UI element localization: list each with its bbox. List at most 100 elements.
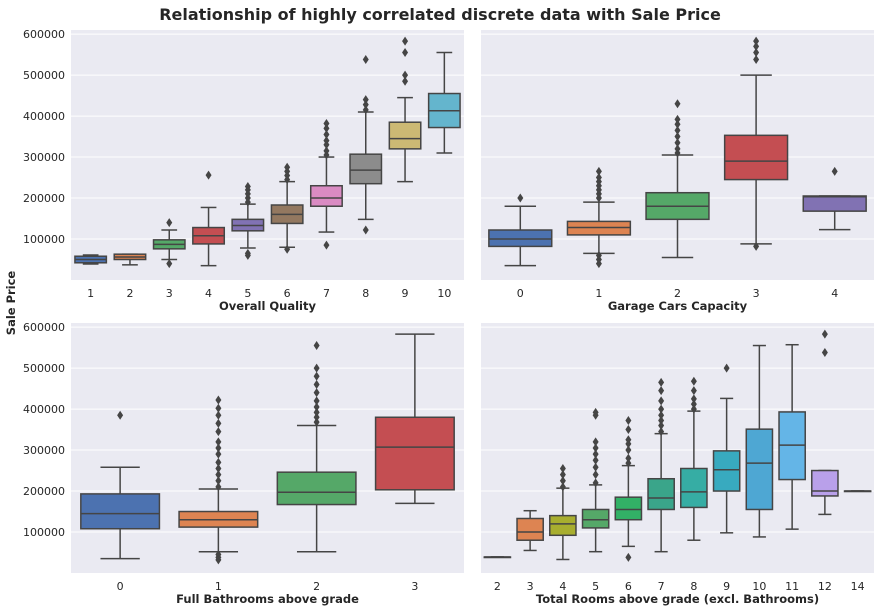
outlier-point bbox=[658, 420, 665, 430]
chart-panel-full-bathrooms: 100000 200000 300000 400000 500000 600000 0 1 2 3… bbox=[23, 321, 464, 606]
outlier-point bbox=[658, 404, 665, 414]
outlier-point bbox=[625, 552, 632, 562]
chart-panel-overall-quality: 100000 200000 300000 400000 500000 600000 1 2 3 4… bbox=[23, 28, 464, 313]
x-tick-label: 6 bbox=[625, 580, 632, 593]
outlier-point bbox=[658, 416, 665, 426]
box-body bbox=[388, 121, 422, 150]
x-tick-label: 14 bbox=[851, 580, 865, 593]
outlier-point bbox=[674, 119, 681, 129]
box-11 bbox=[778, 343, 806, 530]
box-6 bbox=[614, 416, 643, 562]
x-tick-label: 3 bbox=[411, 580, 418, 593]
outlier-point bbox=[323, 130, 330, 140]
y-tick-label: 500000 bbox=[23, 69, 65, 82]
outlier-point bbox=[215, 463, 222, 473]
y-tick-label: 100000 bbox=[23, 233, 65, 246]
outlier-point bbox=[244, 248, 251, 258]
box-body bbox=[712, 450, 741, 492]
x-tick-label: 7 bbox=[658, 580, 665, 593]
box-7 bbox=[309, 118, 343, 250]
outlier-point bbox=[559, 482, 566, 492]
outlier-point bbox=[362, 225, 369, 235]
outlier-point bbox=[690, 386, 697, 396]
outlier-point bbox=[753, 48, 760, 58]
outlier-point bbox=[215, 427, 222, 437]
box-body bbox=[581, 508, 610, 529]
box-14 bbox=[843, 490, 872, 493]
box-body bbox=[80, 493, 161, 530]
x-axis-label: Garage Cars Capacity bbox=[608, 299, 748, 313]
outlier-point bbox=[284, 162, 291, 172]
outlier-point bbox=[595, 166, 602, 176]
outlier-point bbox=[323, 240, 330, 250]
outlier-point bbox=[821, 329, 828, 339]
x-tick-label: 6 bbox=[284, 287, 291, 300]
outlier-point bbox=[595, 173, 602, 183]
outlier-point bbox=[658, 427, 665, 437]
outlier-point bbox=[592, 470, 599, 480]
outlier-point bbox=[215, 470, 222, 480]
outlier-point bbox=[215, 482, 222, 492]
outlier-point bbox=[674, 125, 681, 135]
chart-panel-garage-cars: 0 1 2 3 4 Garage Cars Capacity bbox=[481, 30, 874, 313]
box-3 bbox=[152, 218, 186, 269]
outlier-point bbox=[215, 449, 222, 459]
box-10 bbox=[427, 51, 461, 154]
outlier-point bbox=[674, 114, 681, 124]
outlier-point bbox=[658, 396, 665, 406]
y-tick-label: 400000 bbox=[23, 110, 65, 123]
box-9 bbox=[388, 36, 422, 183]
outlier-point bbox=[690, 376, 697, 386]
box-9 bbox=[712, 363, 741, 534]
outlier-point bbox=[215, 418, 222, 428]
box-3 bbox=[374, 333, 455, 505]
box-body bbox=[516, 517, 544, 541]
box-body bbox=[811, 469, 839, 497]
x-tick-label: 1 bbox=[595, 287, 602, 300]
box-8 bbox=[680, 376, 708, 541]
box-2 bbox=[645, 99, 710, 259]
box-2 bbox=[483, 556, 512, 559]
outlier-point bbox=[690, 404, 697, 414]
outlier-point bbox=[625, 453, 632, 463]
outlier-point bbox=[592, 455, 599, 465]
box-6 bbox=[270, 162, 304, 254]
x-tick-label: 9 bbox=[723, 580, 730, 593]
outlier-point bbox=[625, 425, 632, 435]
outlier-point bbox=[205, 170, 212, 180]
outlier-point bbox=[658, 386, 665, 396]
outlier-point bbox=[625, 458, 632, 468]
outlier-point bbox=[658, 377, 665, 387]
x-tick-label: 1 bbox=[215, 580, 222, 593]
box-7 bbox=[647, 377, 675, 553]
x-tick-label: 3 bbox=[753, 287, 760, 300]
plot-area bbox=[481, 323, 874, 573]
x-axis-label: Total Rooms above grade (excl. Bathrooms… bbox=[536, 592, 819, 606]
outlier-point bbox=[117, 410, 124, 420]
outlier-point bbox=[313, 379, 320, 389]
outlier-point bbox=[625, 416, 632, 426]
y-tick-label: 500000 bbox=[23, 362, 65, 375]
box-1 bbox=[178, 395, 259, 565]
outlier-point bbox=[215, 555, 222, 565]
outlier-point bbox=[592, 478, 599, 488]
box-body bbox=[745, 428, 774, 511]
box-4 bbox=[802, 166, 867, 231]
x-tick-label: 9 bbox=[402, 287, 409, 300]
chart-panel-total-rooms: 2 3 4 5 6 7 8 9 10 11 12 14 Total Rooms above grade … bbox=[481, 323, 874, 606]
outlier-point bbox=[215, 443, 222, 453]
box-2 bbox=[113, 253, 147, 266]
box-2 bbox=[276, 341, 357, 553]
x-tick-label: 2 bbox=[313, 580, 320, 593]
x-tick-label: 10 bbox=[752, 580, 766, 593]
box-body bbox=[488, 229, 553, 248]
outlier-point bbox=[402, 76, 409, 86]
outlier-point bbox=[215, 457, 222, 467]
outlier-point bbox=[625, 435, 632, 445]
outlier-point bbox=[559, 463, 566, 473]
outlier-point bbox=[215, 403, 222, 413]
y-tick-label: 300000 bbox=[23, 444, 65, 457]
x-tick-label: 4 bbox=[205, 287, 212, 300]
shared-y-axis-label: Sale Price bbox=[4, 271, 18, 336]
